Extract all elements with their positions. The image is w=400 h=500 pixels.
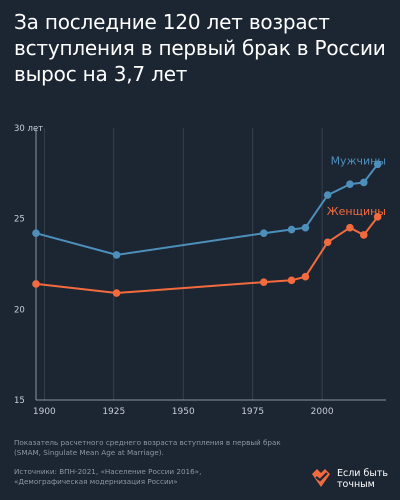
- data-point: [346, 180, 354, 189]
- data-point: [259, 229, 268, 237]
- x-tick-label: 1950: [172, 407, 195, 417]
- chart-title: За последние 120 лет возраст вступления …: [14, 10, 386, 86]
- series-line-1: [35, 216, 379, 295]
- data-point: [32, 229, 40, 237]
- data-point: [323, 238, 332, 247]
- y-tick-label: 20: [14, 305, 25, 315]
- data-point: [32, 280, 40, 288]
- y-tick-label: 25: [14, 215, 25, 225]
- footnote-sources: Источники: ВПН-2021, «Население России 2…: [14, 467, 304, 486]
- data-point: [301, 272, 310, 281]
- data-point: [359, 231, 368, 239]
- x-tick-label: 2000: [311, 407, 334, 417]
- series-label: Женщины: [327, 205, 386, 218]
- data-point: [287, 225, 296, 234]
- series-label: Мужчины: [331, 154, 386, 167]
- footnote-line-4: «Демографическая модернизация России»: [14, 476, 178, 486]
- x-tick-label: 1975: [241, 407, 264, 417]
- x-tick-label: 1925: [102, 407, 125, 417]
- data-point: [259, 278, 268, 286]
- data-point: [359, 178, 368, 187]
- footnote-line-1: Показатель расчетного среднего возраста …: [14, 438, 281, 447]
- y-tick-label: 30 лет: [14, 124, 43, 134]
- brand-name: Если быть точным: [337, 468, 388, 490]
- footnote-line-2: (SMAM, Singulate Mean Age at Marriage).: [14, 447, 164, 457]
- data-point: [112, 251, 121, 259]
- data-point: [301, 223, 310, 232]
- data-point: [373, 160, 382, 169]
- y-tick-label: 15: [14, 396, 25, 406]
- footnote-definition: Показатель расчетного среднего возраста …: [14, 438, 304, 457]
- data-point: [287, 276, 296, 285]
- heart-check-icon: [312, 469, 330, 487]
- data-point: [373, 213, 382, 221]
- brand-logo: Если быть точным: [310, 468, 396, 490]
- footnote-line-3: Источники: ВПН-2021, «Население России 2…: [14, 467, 202, 476]
- data-point: [112, 289, 121, 297]
- data-point: [323, 191, 332, 199]
- data-point: [346, 223, 354, 232]
- x-tick-label: 1900: [33, 407, 56, 417]
